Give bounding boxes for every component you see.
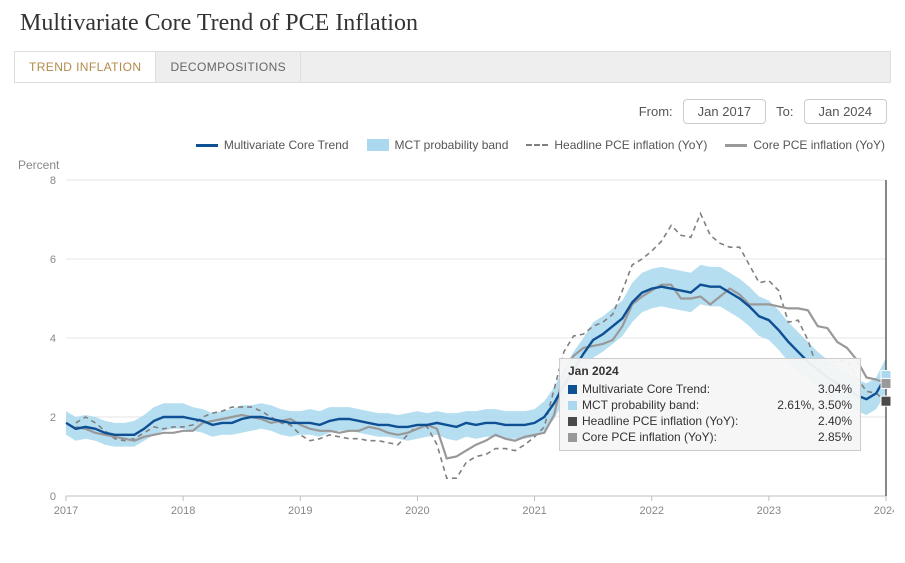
svg-text:2021: 2021 [522,505,546,517]
svg-text:2019: 2019 [288,505,312,517]
svg-text:0: 0 [50,491,56,503]
line-chart-svg: 0 2 4 6 8 2017 2018 2019 2020 2021 2022 2023 2024 [14,174,894,522]
from-label: From: [639,104,673,119]
legend-item-band[interactable]: MCT probability band [367,138,509,152]
legend-swatch-dash [526,144,548,146]
svg-text:4: 4 [50,333,56,345]
legend-label: Multivariate Core Trend [224,138,349,152]
svg-text:2017: 2017 [54,505,78,517]
tooltip-row: Headline PCE inflation (YoY):2.40% [568,413,852,429]
to-label: To: [776,104,793,119]
legend-swatch-line [725,144,747,147]
chart-tooltip: Jan 2024 Multivariate Core Trend:3.04% M… [559,358,861,451]
legend-item-headline[interactable]: Headline PCE inflation (YoY) [526,138,707,152]
legend-swatch-line [196,144,218,147]
svg-text:6: 6 [50,254,56,266]
svg-text:2018: 2018 [171,505,195,517]
tab-trend-inflation[interactable]: TREND INFLATION [15,52,156,82]
svg-text:2024: 2024 [874,505,894,517]
legend-swatch-area [367,139,389,151]
svg-text:8: 8 [50,175,56,187]
chart-area[interactable]: 0 2 4 6 8 2017 2018 2019 2020 2021 2022 2023 2024 Ja… [14,174,891,527]
y-axis-label: Percent [14,158,891,174]
tab-decompositions[interactable]: DECOMPOSITIONS [156,52,301,82]
tab-bar: TREND INFLATION DECOMPOSITIONS [14,51,891,83]
chart-legend: Multivariate Core Trend MCT probability … [14,134,891,158]
tooltip-row: Core PCE inflation (YoY):2.85% [568,429,852,445]
svg-text:2020: 2020 [405,505,429,517]
legend-item-mct[interactable]: Multivariate Core Trend [196,138,349,152]
svg-text:2023: 2023 [757,505,781,517]
to-date-button[interactable]: Jan 2024 [804,99,888,124]
page-title: Multivariate Core Trend of PCE Inflation [20,10,891,37]
tooltip-table: Multivariate Core Trend:3.04% MCT probab… [568,381,852,445]
legend-item-core[interactable]: Core PCE inflation (YoY) [725,138,885,152]
tooltip-row: Multivariate Core Trend:3.04% [568,381,852,397]
date-range-row: From: Jan 2017 To: Jan 2024 [14,93,891,134]
svg-text:2: 2 [50,412,56,424]
tooltip-title: Jan 2024 [568,364,852,378]
legend-label: MCT probability band [395,138,509,152]
from-date-button[interactable]: Jan 2017 [683,99,767,124]
svg-text:2022: 2022 [639,505,663,517]
legend-label: Core PCE inflation (YoY) [753,138,885,152]
legend-label: Headline PCE inflation (YoY) [554,138,707,152]
tooltip-row: MCT probability band:2.61%, 3.50% [568,397,852,413]
